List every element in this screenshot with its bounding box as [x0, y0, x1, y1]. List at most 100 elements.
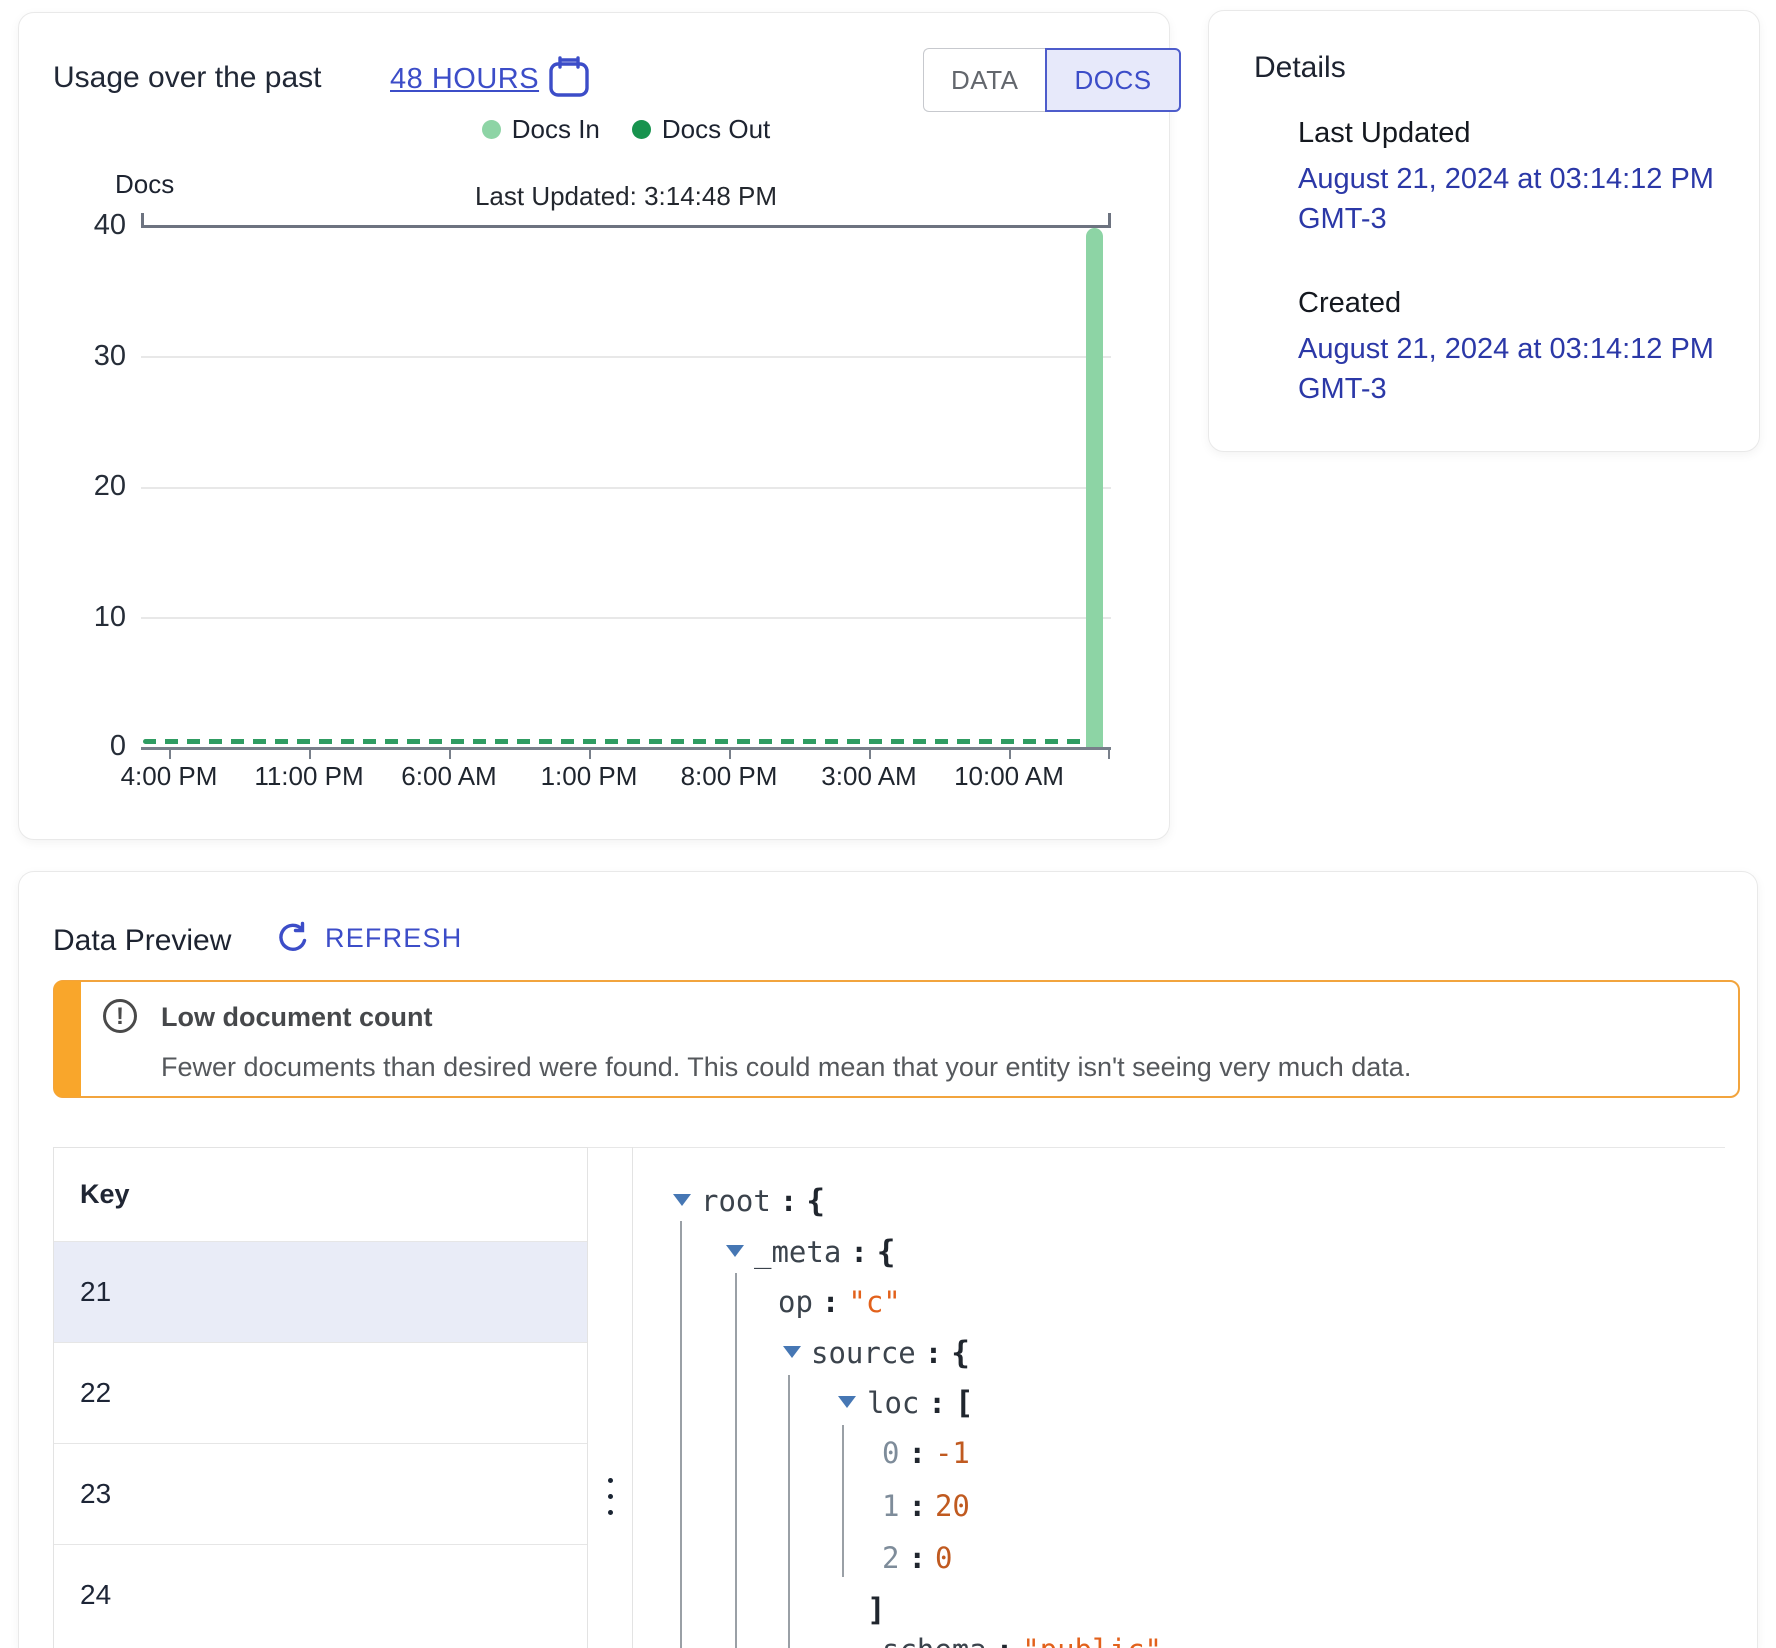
json-key: _meta: [754, 1235, 842, 1269]
x-tick-label: 3:00 AM: [821, 761, 917, 791]
docs-out-dot-icon: [631, 120, 651, 139]
docs-tab-button[interactable]: DOCS: [1045, 48, 1181, 112]
gridline-20: [141, 487, 1111, 489]
json-line-schema: schema:"public": [882, 1630, 1162, 1648]
x-axis-tick: [309, 750, 311, 759]
data-preview-title: Data Preview: [53, 924, 232, 957]
json-line-array-close: ]: [867, 1592, 886, 1628]
json-number-value: 20: [934, 1489, 970, 1523]
chart-top-axis-line: [141, 225, 1111, 228]
json-line-loc: loc:[: [867, 1385, 974, 1421]
refresh-button[interactable]: REFRESH: [275, 920, 462, 956]
gridline-10: [141, 617, 1111, 619]
low-document-count-warning: ! Low document count Fewer documents tha…: [53, 980, 1740, 1098]
x-axis-tick: [589, 750, 591, 759]
json-number-value: -1: [934, 1436, 970, 1470]
axis-end-tick: [1108, 213, 1111, 225]
key-column-header: Key: [80, 1179, 130, 1209]
y-tick-label: 0: [109, 730, 126, 762]
json-number-value: 0: [934, 1541, 953, 1575]
x-tick-label: 10:00 AM: [954, 761, 1064, 791]
data-preview-card: Data Preview REFRESH ! Low document coun…: [18, 871, 1758, 1648]
json-key: schema: [882, 1633, 987, 1648]
x-tick-label: 11:00 PM: [254, 761, 364, 791]
x-axis-tick: [729, 750, 731, 759]
y-tick-label: 40: [93, 209, 126, 241]
collapse-triangle-icon[interactable]: [726, 1245, 744, 1257]
tree-guide-line: [842, 1425, 844, 1577]
legend-docs-in[interactable]: Docs In: [481, 114, 600, 145]
legend-docs-out[interactable]: Docs Out: [631, 114, 771, 145]
usage-card: Usage over the past 48 HOURS DATA DOCS D…: [18, 12, 1181, 840]
x-axis-tick: [1108, 750, 1110, 759]
warning-exclamation-icon: !: [103, 999, 137, 1033]
json-key: source: [811, 1336, 916, 1370]
x-axis-tick: [869, 750, 871, 759]
json-line-array-item: 2:0: [882, 1541, 953, 1575]
usage-title: Usage over the past: [53, 61, 322, 94]
x-axis-line: [141, 747, 1111, 750]
json-line-root: root:{: [701, 1183, 825, 1219]
refresh-label: REFRESH: [325, 922, 463, 953]
refresh-icon: [279, 921, 307, 951]
data-docs-toggle: DATA DOCS: [923, 48, 1181, 112]
json-key: loc: [867, 1386, 920, 1420]
table-row[interactable]: 21: [54, 1241, 587, 1342]
details-title: Details: [1254, 51, 1346, 84]
docs-in-spike-bar: [1086, 228, 1103, 747]
table-row[interactable]: 22: [54, 1342, 587, 1443]
chart-last-updated-note: Last Updated: 3:14:48 PM: [474, 181, 778, 211]
created-value: August 21, 2024 at 03:14:12 PM GMT-3: [1298, 333, 1714, 405]
drag-dots-icon: [608, 1478, 613, 1515]
json-key: root: [701, 1184, 771, 1218]
json-line-meta: _meta:{: [754, 1234, 896, 1270]
legend-docs-out-label: Docs Out: [661, 114, 771, 144]
x-tick-label: 4:00 PM: [120, 761, 218, 791]
json-array-index: 0: [882, 1436, 900, 1470]
json-string-value: "c": [848, 1285, 901, 1319]
x-tick-label: 1:00 PM: [540, 761, 638, 791]
last-updated-label: Last Updated: [1298, 117, 1471, 149]
x-axis-tick: [1009, 750, 1011, 759]
time-range-link[interactable]: 48 HOURS: [390, 63, 540, 95]
y-tick-label: 30: [93, 340, 126, 372]
x-tick-label: 6:00 AM: [401, 761, 497, 791]
x-tick-label: 8:00 PM: [680, 761, 778, 791]
warning-accent-bar: [54, 981, 81, 1097]
usage-chart-plot: [141, 213, 1111, 759]
y-tick-label: 20: [93, 470, 126, 502]
tree-guide-line: [788, 1375, 790, 1648]
json-array-index: 1: [882, 1489, 900, 1523]
warning-body: Fewer documents than desired were found.…: [161, 1052, 1412, 1082]
json-line-array-item: 1:20: [882, 1489, 970, 1523]
x-axis-tick: [169, 750, 171, 759]
y-axis-title: Docs: [115, 169, 175, 199]
gridline-30: [141, 356, 1111, 358]
json-string-value: "public": [1022, 1633, 1162, 1648]
docs-in-dot-icon: [481, 120, 501, 139]
collapse-triangle-icon[interactable]: [673, 1194, 691, 1206]
chart-legend: Docs In Docs Out: [141, 114, 1111, 145]
last-updated-value: August 21, 2024 at 03:14:12 PM GMT-3: [1298, 163, 1714, 235]
y-tick-label: 10: [93, 601, 126, 633]
table-row[interactable]: 24: [54, 1544, 587, 1645]
pane-resize-handle[interactable]: [588, 1147, 633, 1648]
json-line-source: source:{: [811, 1335, 970, 1371]
tree-guide-line: [735, 1273, 737, 1648]
details-card: Details Last Updated August 21, 2024 at …: [1208, 10, 1760, 452]
collapse-triangle-icon[interactable]: [838, 1396, 856, 1408]
preview-panel-top-border: [53, 1147, 1725, 1148]
x-axis-tick: [449, 750, 451, 759]
axis-end-tick: [141, 213, 144, 225]
tree-guide-line: [680, 1221, 682, 1648]
table-row[interactable]: 23: [54, 1443, 587, 1544]
json-line-op: op: "c": [778, 1285, 901, 1319]
calendar-icon[interactable]: [548, 55, 590, 99]
collapse-triangle-icon[interactable]: [783, 1346, 801, 1358]
data-tab-button[interactable]: DATA: [923, 48, 1046, 112]
json-key: op: [778, 1285, 813, 1319]
key-table: Key 21 22 23 24: [53, 1147, 588, 1648]
created-label: Created: [1298, 287, 1402, 319]
docs-out-zero-line: [143, 739, 1088, 744]
legend-docs-in-label: Docs In: [511, 114, 600, 144]
